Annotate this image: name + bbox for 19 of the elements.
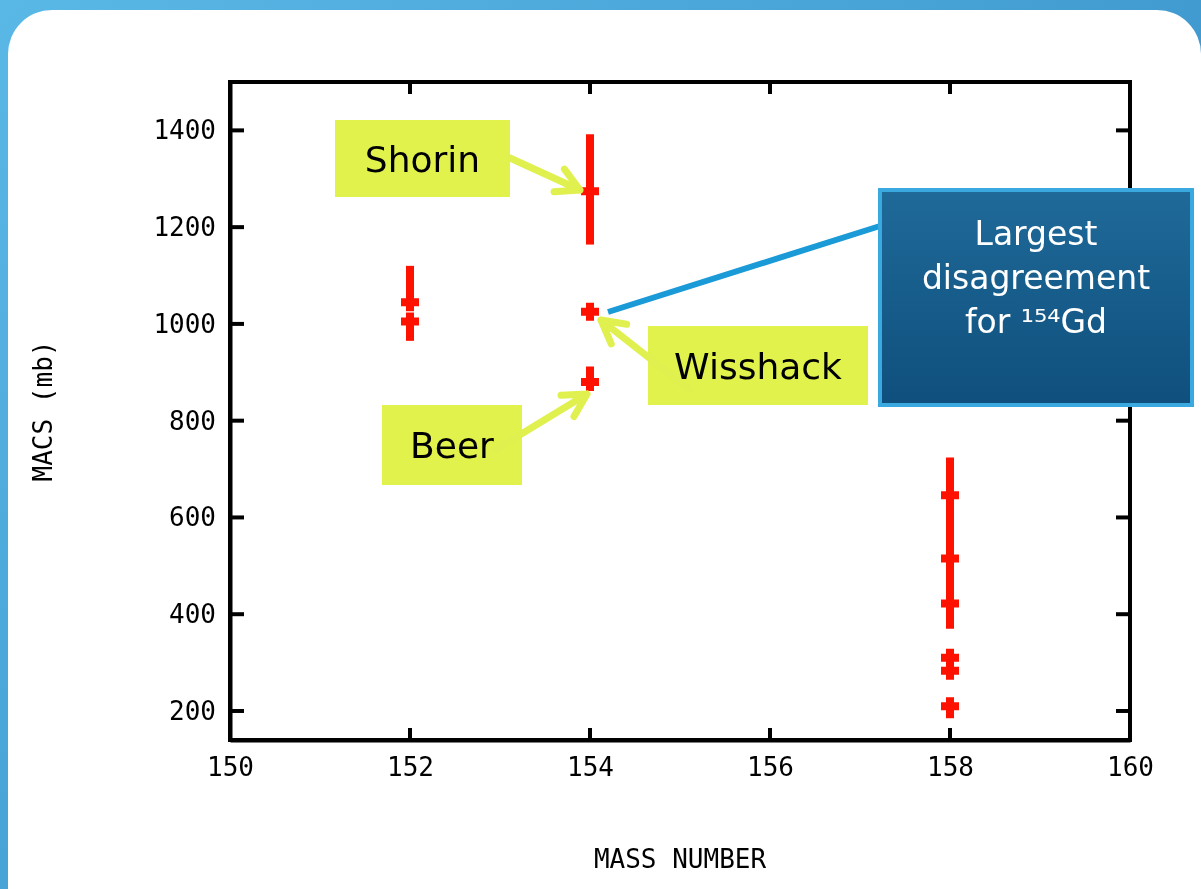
annotation: Largest disagreement for ¹⁵⁴Gd [921,214,1151,341]
y-tick-label: 400 [169,599,216,630]
annotation: Wisshack [674,345,843,387]
x-axis-title: MASS NUMBER [593,844,767,874]
y-tick-label: 1000 [153,308,216,339]
y-tick-label: 1200 [153,211,216,242]
y-tick-label: 200 [169,695,216,726]
x-tick-label: 158 [927,752,974,783]
y-tick-label: 600 [169,502,216,533]
annotation: Beer [410,425,495,466]
y-tick-label: 1400 [153,115,216,146]
x-tick-label: 152 [387,752,434,783]
x-tick-label: 150 [207,752,254,783]
annotation: Shorin [364,138,481,180]
y-tick-label: 800 [169,405,216,436]
x-tick-label: 160 [1107,752,1154,783]
x-tick-label: 154 [567,752,614,783]
x-tick-label: 156 [747,752,794,783]
y-axis-title: MACS (mb) [28,340,58,482]
